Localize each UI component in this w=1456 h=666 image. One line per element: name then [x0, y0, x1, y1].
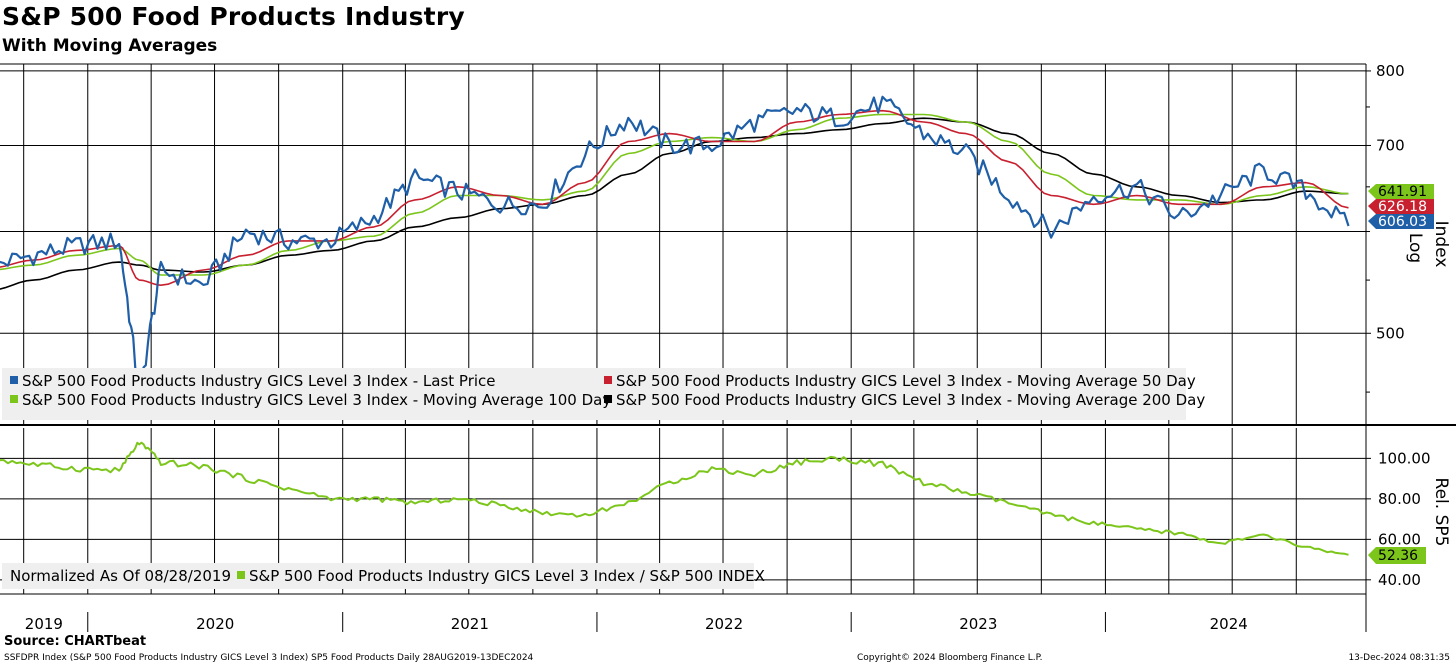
y-tick-label: 60.00 — [1378, 530, 1421, 548]
log-scale-watermark: Log — [1405, 233, 1425, 263]
legend-swatch — [604, 376, 612, 384]
last-value-label-ma50: 626.18 — [1378, 199, 1427, 215]
last-value-tag-ma50 — [1368, 199, 1434, 214]
x-year-label: 2022 — [705, 615, 743, 633]
legend-entry: S&P 500 Food Products Industry GICS Leve… — [616, 372, 1196, 390]
last-value-label-last-price: 606.03 — [1378, 214, 1427, 230]
series-line-relative — [0, 441, 1349, 556]
footer-timestamp: 13-Dec-2024 08:31:35 — [1348, 653, 1450, 663]
footer-description: SSFDPR Index (S&P 500 Food Products Indu… — [4, 653, 534, 663]
y-tick-label: 40.00 — [1378, 571, 1421, 589]
last-value-tag-last-price — [1368, 214, 1434, 229]
source-note: Source: CHARTbeat — [4, 634, 147, 649]
legend-box-upper — [2, 368, 1186, 420]
legend-box-lower — [2, 563, 754, 589]
footer-copyright: Copyright© 2024 Bloomberg Finance L.P. — [857, 653, 1043, 663]
y-tick-label: 500 — [1376, 324, 1405, 342]
last-value-label-relative: 52.36 — [1378, 548, 1418, 564]
legend-entry: S&P 500 Food Products Industry GICS Leve… — [249, 567, 765, 585]
series-line-ma100 — [0, 113, 1349, 276]
legend-entry: S&P 500 Food Products Industry GICS Leve… — [616, 391, 1205, 409]
legend-swatch — [10, 395, 18, 403]
legend-swatch — [237, 571, 245, 579]
normalization-note: Normalized As Of 08/28/2019 — [10, 567, 231, 585]
x-year-label: 2019 — [25, 615, 63, 633]
x-year-label: 2020 — [196, 615, 234, 633]
x-year-label: 2021 — [451, 615, 489, 633]
y-tick-label: 80.00 — [1378, 490, 1421, 508]
x-year-label: 2023 — [959, 615, 997, 633]
y-tick-label: 800 — [1376, 62, 1405, 80]
chart-subtitle: With Moving Averages — [2, 36, 218, 56]
legend-entry: S&P 500 Food Products Industry GICS Leve… — [22, 372, 496, 390]
last-value-label-ma100: 641.91 — [1378, 184, 1427, 200]
last-value-tag-relative — [1368, 547, 1426, 564]
y-tick-label: 100.00 — [1378, 449, 1431, 467]
legend-swatch — [10, 376, 18, 384]
series-line-ma200 — [0, 117, 1349, 290]
y-axis-label-upper: Index — [1431, 221, 1451, 268]
y-tick-label: 700 — [1376, 136, 1405, 154]
last-value-tag-ma100 — [1368, 184, 1434, 199]
x-year-label: 2024 — [1210, 615, 1248, 633]
legend-swatch — [604, 395, 612, 403]
series-line-ma50 — [0, 109, 1349, 286]
y-axis-label-lower: Rel. SP5 — [1431, 478, 1451, 547]
series-line-last-price — [0, 95, 1350, 394]
chart-title: S&P 500 Food Products Industry — [2, 2, 465, 31]
legend-entry: S&P 500 Food Products Industry GICS Leve… — [22, 391, 611, 409]
